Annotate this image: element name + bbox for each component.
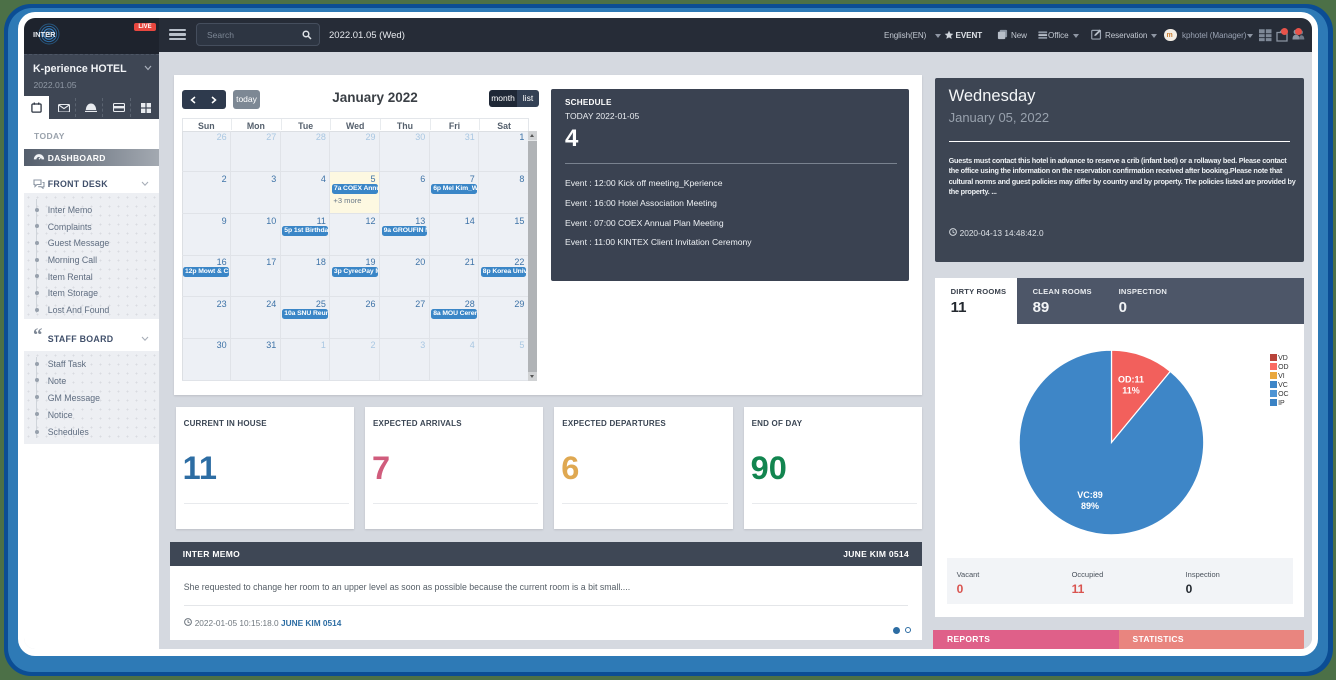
svg-text:11%: 11% (1122, 385, 1140, 395)
svg-text:OD:11: OD:11 (1118, 374, 1144, 384)
svg-text:89%: 89% (1081, 501, 1099, 511)
svg-text:INTER: INTER (33, 30, 56, 39)
svg-text:VC:89: VC:89 (1077, 490, 1103, 500)
